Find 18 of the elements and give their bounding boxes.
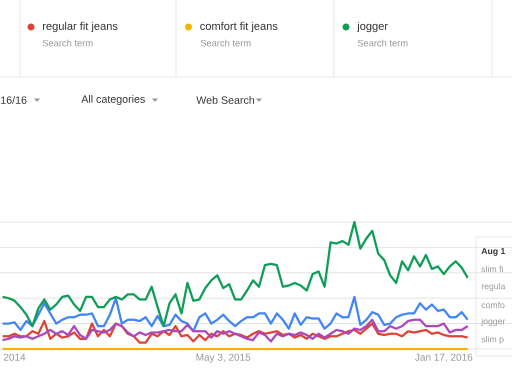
annotation: jogger	[481, 318, 506, 326]
text: Search term	[42, 40, 92, 46]
text: Search term	[200, 40, 250, 46]
legend-label: regular fit jeans	[43, 22, 118, 32]
text: 16/16	[1, 96, 26, 104]
annotation: slim fi	[482, 266, 503, 272]
text: Web Search	[196, 96, 254, 104]
annotation: slim p	[482, 336, 504, 344]
annotation: regula	[482, 282, 506, 292]
legend-label: jogger	[356, 22, 388, 32]
annotation: comfo	[482, 302, 504, 308]
x-tick-label: Jan 17, 2016	[415, 354, 472, 362]
annotation: Aug 1	[481, 248, 506, 256]
x-tick-label: May 3, 2015	[196, 354, 250, 363]
text: Search term	[358, 40, 408, 46]
x-tick-label: 2014	[4, 354, 26, 361]
text: All categories	[81, 95, 145, 105]
legend-label: comfort fit jeans	[200, 22, 278, 32]
